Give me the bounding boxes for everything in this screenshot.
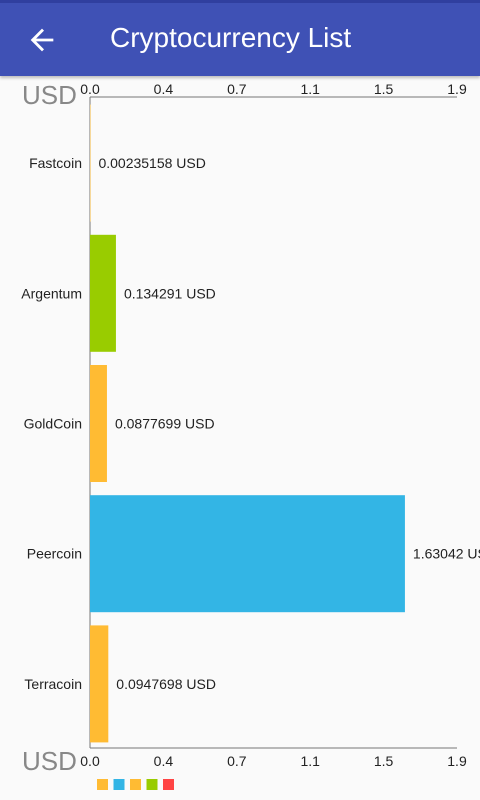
bar xyxy=(90,495,405,612)
top-unit-label: USD xyxy=(22,80,77,110)
back-button[interactable] xyxy=(18,16,66,64)
bottom-tick-label: 1.5 xyxy=(374,753,394,769)
value-label: 0.00235158 USD xyxy=(98,155,205,171)
category-label: Peercoin xyxy=(27,546,82,562)
top-tick-label: 0.4 xyxy=(154,81,174,97)
category-label: Argentum xyxy=(21,285,82,301)
app-bar: Cryptocurrency List xyxy=(0,0,480,76)
bottom-tick-label: 0.4 xyxy=(154,753,174,769)
value-label: 0.0877699 USD xyxy=(115,416,215,432)
category-label: Fastcoin xyxy=(29,155,82,171)
top-tick-label: 0.0 xyxy=(80,81,100,97)
value-label: 0.134291 USD xyxy=(124,285,216,301)
category-label: Terracoin xyxy=(24,676,82,692)
bottom-unit-label: USD xyxy=(22,746,77,776)
bar xyxy=(90,625,108,742)
legend-swatch xyxy=(130,779,141,790)
value-label: 0.0947698 USD xyxy=(116,676,216,692)
legend-swatch xyxy=(97,779,108,790)
top-tick-label: 1.9 xyxy=(447,81,467,97)
legend-swatch xyxy=(114,779,125,790)
bar-chart-svg: 0.0 0.0 0.4 0.4 0.7 0.7 1.1 1.1 1.5 1.5 1.9 1.9 USD U… xyxy=(0,76,480,800)
bar xyxy=(90,365,107,482)
value-label: 1.63042 USD xyxy=(413,546,480,562)
legend-swatch xyxy=(163,779,174,790)
top-tick-label: 1.1 xyxy=(300,81,320,97)
bar-chart: 0.0 0.0 0.4 0.4 0.7 0.7 1.1 1.1 1.5 1.5 1.9 1.9 USD U… xyxy=(0,76,480,800)
bottom-tick-label: 0.0 xyxy=(80,753,100,769)
category-label: GoldCoin xyxy=(24,416,82,432)
status-strip xyxy=(0,0,480,3)
top-tick-label: 1.5 xyxy=(374,81,394,97)
bar xyxy=(90,235,116,352)
arrow-back-icon xyxy=(25,23,59,57)
page-title: Cryptocurrency List xyxy=(110,20,351,56)
legend-swatch xyxy=(147,779,158,790)
bottom-tick-label: 1.9 xyxy=(447,753,467,769)
bottom-tick-label: 1.1 xyxy=(300,753,320,769)
bottom-tick-label: 0.7 xyxy=(227,753,247,769)
top-tick-label: 0.7 xyxy=(227,81,247,97)
